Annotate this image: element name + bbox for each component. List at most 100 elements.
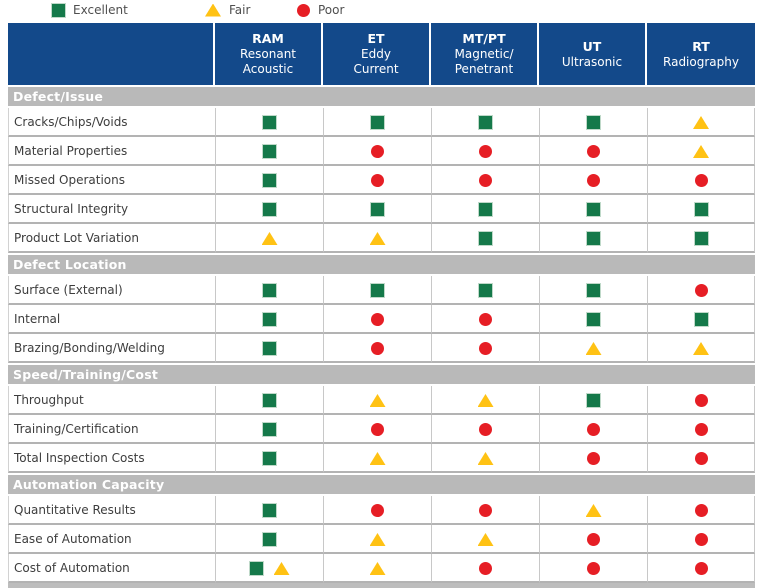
rating-icon [586,115,601,130]
rating-cell [431,305,539,334]
rating-icon [586,283,601,298]
rating-cell [539,496,647,525]
rating-icon [694,284,708,297]
rating-icon [693,202,709,217]
rating-icon [369,232,386,245]
table-row: Product Lot Variation [8,224,755,253]
rating-cell [539,334,647,363]
row-label: Cracks/Chips/Voids [8,108,215,137]
rating-icon [587,174,600,187]
rating-cell [323,305,431,334]
rating-icon [586,312,601,327]
rating-icon [478,283,493,298]
rating-cell [539,137,647,166]
rating-icon [694,174,708,187]
rating-icon [479,423,492,436]
rating-icon [369,562,386,575]
row-label: Throughput [8,386,215,415]
rating-icon [477,533,494,546]
table-row: Material Properties [8,137,755,166]
legend-item-excellent: Excellent [51,2,128,18]
rating-cell [215,224,323,253]
rating-cell [215,525,323,554]
section-title: Defect/Issue [8,85,755,108]
rating-icon [585,504,602,517]
rating-icon [262,341,277,356]
ndt-comparison-table: RAM Resonant Acoustic ET Eddy Current MT… [8,23,755,588]
rating-icon [693,116,709,129]
rating-cell [323,108,431,137]
table-row: Quantitative Results [8,496,755,525]
rating-icon [693,312,709,327]
excellent-icon [51,2,66,18]
legend-label: Poor [318,3,345,17]
rating-icon [586,231,601,246]
rating-icon [479,313,492,326]
section-title: Defect Location [8,253,755,276]
rating-cell [647,195,755,224]
rating-cell [539,444,647,473]
rating-icon [370,202,385,217]
rating-cell [431,108,539,137]
rating-icon [478,231,493,246]
legend-label: Excellent [73,3,128,17]
column-abbr: ET [367,31,385,46]
rating-cell [215,276,323,305]
table-row: Structural Integrity [8,195,755,224]
rating-icon [478,202,493,217]
column-name: Eddy Current [353,47,399,76]
rating-cell [431,415,539,444]
rating-icon [694,504,708,517]
rating-icon [262,532,277,547]
rating-cell [431,334,539,363]
rating-cell [647,334,755,363]
rating-icon [479,174,492,187]
rating-icon [693,231,709,246]
rating-icon [478,115,493,130]
rating-cell [431,444,539,473]
rating-cell [539,224,647,253]
rating-icon [262,393,277,408]
rating-cell [431,496,539,525]
column-name: Magnetic/ Penetrant [454,47,514,76]
table-header: RAM Resonant Acoustic ET Eddy Current MT… [8,23,755,85]
rating-icon [371,423,384,436]
rating-cell [323,496,431,525]
rating-icon [694,562,708,575]
rating-cell [647,224,755,253]
section-header-automation-capacity: Automation Capacity [8,473,755,496]
legend: Excellent Fair Poor [0,0,768,23]
rating-cell [539,108,647,137]
rating-cell [215,386,323,415]
rating-cell [323,415,431,444]
rating-cell [215,554,323,583]
row-label: Cost of Automation [8,554,215,583]
row-label: Product Lot Variation [8,224,215,253]
rating-icon [369,533,386,546]
rating-cell [647,108,755,137]
rating-icon [586,202,601,217]
rating-icon [369,452,386,465]
rating-icon [371,313,384,326]
table-row: Brazing/Bonding/Welding [8,334,755,363]
rating-icon [248,561,264,576]
row-label: Ease of Automation [8,525,215,554]
rating-icon [587,145,600,158]
rating-cell [431,137,539,166]
rating-icon [586,393,601,408]
rating-icon [371,145,384,158]
column-name: Radiography [663,54,739,69]
column-header-et: ET Eddy Current [323,23,431,85]
rating-cell [431,195,539,224]
rating-icon [262,144,277,159]
rating-cell [215,496,323,525]
poor-icon [297,3,310,17]
rating-cell [539,386,647,415]
table-row: Ease of Automation [8,525,755,554]
rating-cell [323,386,431,415]
rating-cell [647,305,755,334]
rating-cell [647,276,755,305]
rating-icon [694,394,708,407]
rating-cell [431,554,539,583]
